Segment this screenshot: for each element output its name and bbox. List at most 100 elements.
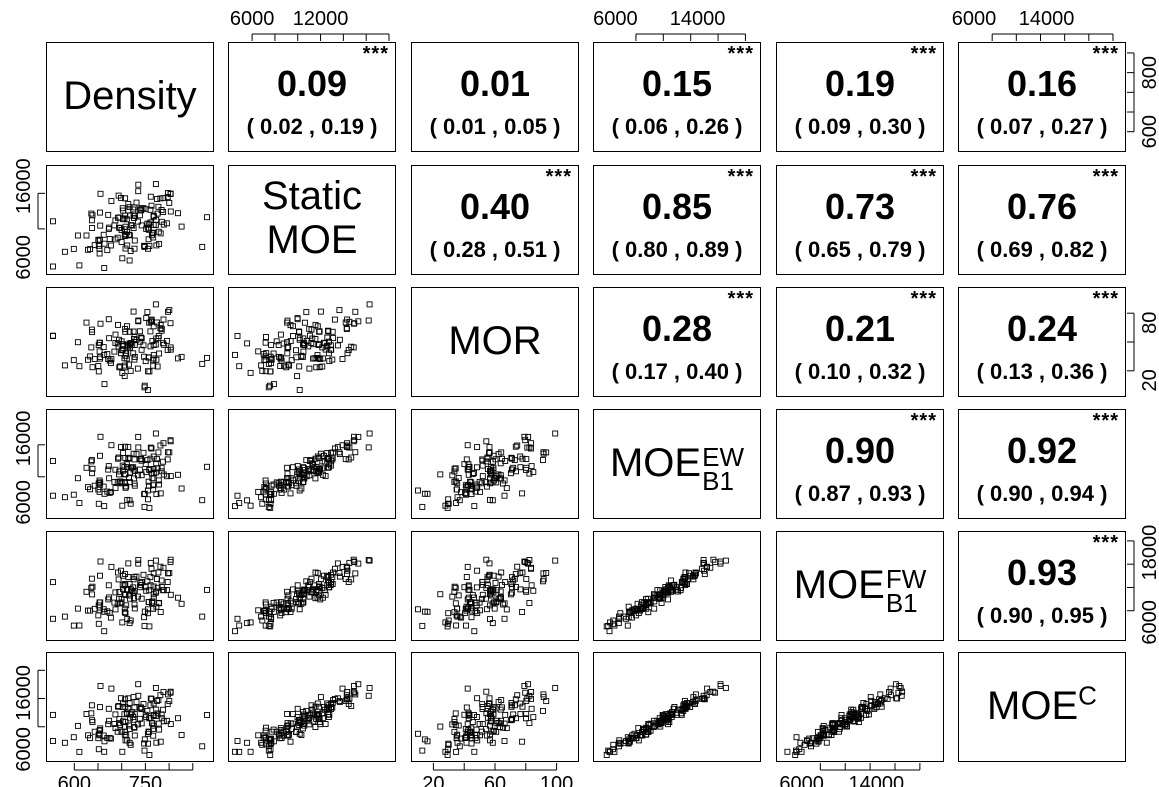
data-point: [455, 592, 462, 599]
correlation-value: 0.24: [1006, 308, 1078, 349]
data-point: [451, 609, 458, 616]
data-point: [463, 739, 470, 746]
data-point: [131, 237, 138, 244]
data-point: [163, 337, 170, 344]
data-point: [490, 466, 497, 473]
data-point: [115, 321, 121, 328]
data-point: [528, 463, 535, 470]
data-point: [823, 739, 830, 746]
data-point: [155, 720, 162, 727]
data-point: [508, 466, 515, 473]
data-point: [277, 727, 284, 733]
left-axis-label: 16000: [13, 665, 35, 721]
data-point: [465, 715, 472, 722]
data-point: [234, 738, 241, 744]
data-point: [540, 707, 546, 714]
variable-label-main: MOE: [793, 563, 885, 607]
top-axis-label: 6000: [593, 8, 638, 30]
data-point: [331, 695, 338, 702]
data-point: [234, 615, 241, 622]
data-point: [665, 582, 672, 589]
data-point: [331, 445, 338, 452]
data-point: [105, 582, 112, 589]
data-point: [255, 607, 262, 614]
data-point: [89, 329, 96, 336]
data-point: [294, 705, 301, 712]
data-point: [872, 698, 879, 705]
data-point: [89, 719, 96, 726]
data-point: [116, 588, 123, 595]
data-point: [116, 364, 123, 371]
data-point: [290, 720, 296, 727]
data-point: [419, 622, 426, 629]
data-point: [500, 601, 506, 608]
data-point: [487, 591, 493, 598]
significance-stars: ***: [1092, 410, 1119, 432]
data-point: [512, 696, 519, 703]
scatter-points: [232, 681, 373, 758]
data-point: [523, 587, 529, 594]
significance-stars: ***: [910, 166, 937, 188]
data-point: [352, 691, 359, 698]
data-point: [83, 232, 90, 239]
data-point: [178, 600, 185, 607]
data-point: [624, 622, 631, 629]
data-point: [166, 199, 173, 206]
variable-label: MOE FW B1: [777, 563, 943, 616]
data-point: [287, 609, 294, 615]
data-point: [458, 735, 465, 742]
data-point: [263, 334, 269, 340]
data-point: [455, 722, 462, 729]
data-point: [124, 464, 130, 471]
data-point: [131, 212, 138, 219]
data-point: [134, 365, 141, 372]
data-point: [150, 605, 157, 612]
data-point: [130, 308, 137, 315]
data-point: [509, 584, 516, 591]
data-point: [115, 343, 122, 350]
bottom-axis-label: 14000: [849, 773, 905, 787]
data-point: [528, 695, 534, 702]
data-point: [76, 500, 83, 506]
confidence-interval: ( 0.87 , 0.93 ): [794, 481, 926, 506]
data-point: [284, 600, 291, 606]
data-point: [707, 564, 714, 571]
data-point: [486, 560, 493, 567]
data-point: [840, 721, 847, 728]
data-point: [88, 584, 95, 591]
data-point: [95, 620, 102, 627]
data-point: [415, 606, 421, 613]
data-point: [339, 442, 346, 449]
data-point: [131, 704, 138, 711]
scatter-points: [415, 556, 559, 635]
data-point: [316, 364, 323, 371]
data-point: [267, 746, 274, 753]
data-point: [244, 340, 251, 347]
data-point: [336, 449, 343, 456]
data-point: [365, 317, 372, 324]
data-point: [141, 382, 148, 389]
data-point: [112, 606, 119, 613]
data-point: [147, 219, 154, 226]
data-point: [89, 465, 96, 472]
data-point: [296, 717, 303, 724]
data-point: [262, 735, 269, 742]
data-point: [258, 739, 265, 746]
data-point: [97, 558, 104, 565]
data-point: [793, 734, 800, 741]
data-point: [647, 720, 654, 727]
data-point: [327, 701, 334, 707]
data-point: [133, 698, 140, 705]
data-point: [108, 685, 115, 692]
data-point: [871, 704, 878, 711]
data-point: [487, 496, 493, 503]
data-point: [166, 698, 173, 705]
data-point: [484, 466, 491, 473]
data-point: [678, 584, 685, 591]
data-point: [119, 205, 126, 212]
data-point: [514, 692, 521, 699]
data-point: [157, 563, 164, 570]
data-point: [820, 722, 827, 729]
correlation-value: 0.92: [1006, 430, 1078, 471]
data-point: [255, 348, 262, 355]
